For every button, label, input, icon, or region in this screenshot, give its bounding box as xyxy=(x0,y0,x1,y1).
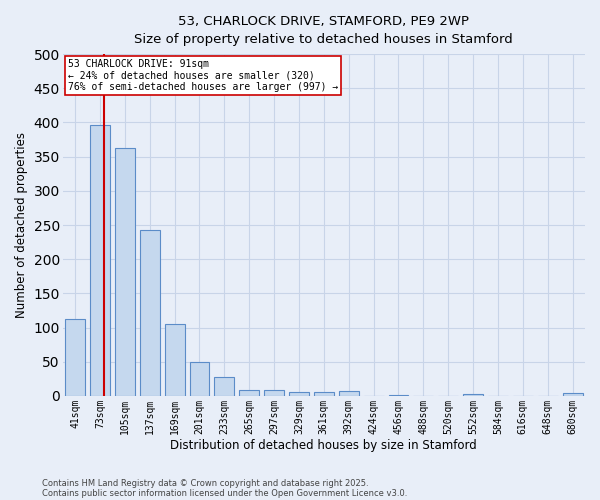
Bar xyxy=(90,124,110,396)
Bar xyxy=(164,324,185,396)
Bar xyxy=(563,393,583,396)
Bar xyxy=(140,230,160,396)
X-axis label: Distribution of detached houses by size in Stamford: Distribution of detached houses by size … xyxy=(170,440,477,452)
Bar xyxy=(190,362,209,396)
Text: 53 CHARLOCK DRIVE: 91sqm
← 24% of detached houses are smaller (320)
76% of semi-: 53 CHARLOCK DRIVE: 91sqm ← 24% of detach… xyxy=(68,59,338,92)
Bar xyxy=(214,377,235,396)
Bar xyxy=(65,320,85,396)
Y-axis label: Number of detached properties: Number of detached properties xyxy=(15,132,28,318)
Bar xyxy=(239,390,259,396)
Bar xyxy=(314,392,334,396)
Text: Contains public sector information licensed under the Open Government Licence v3: Contains public sector information licen… xyxy=(42,488,407,498)
Bar xyxy=(115,148,135,396)
Bar xyxy=(264,390,284,396)
Bar xyxy=(463,394,483,396)
Bar xyxy=(389,395,409,396)
Title: 53, CHARLOCK DRIVE, STAMFORD, PE9 2WP
Size of property relative to detached hous: 53, CHARLOCK DRIVE, STAMFORD, PE9 2WP Si… xyxy=(134,15,513,46)
Bar xyxy=(289,392,309,396)
Text: Contains HM Land Registry data © Crown copyright and database right 2025.: Contains HM Land Registry data © Crown c… xyxy=(42,478,368,488)
Bar xyxy=(339,391,359,396)
